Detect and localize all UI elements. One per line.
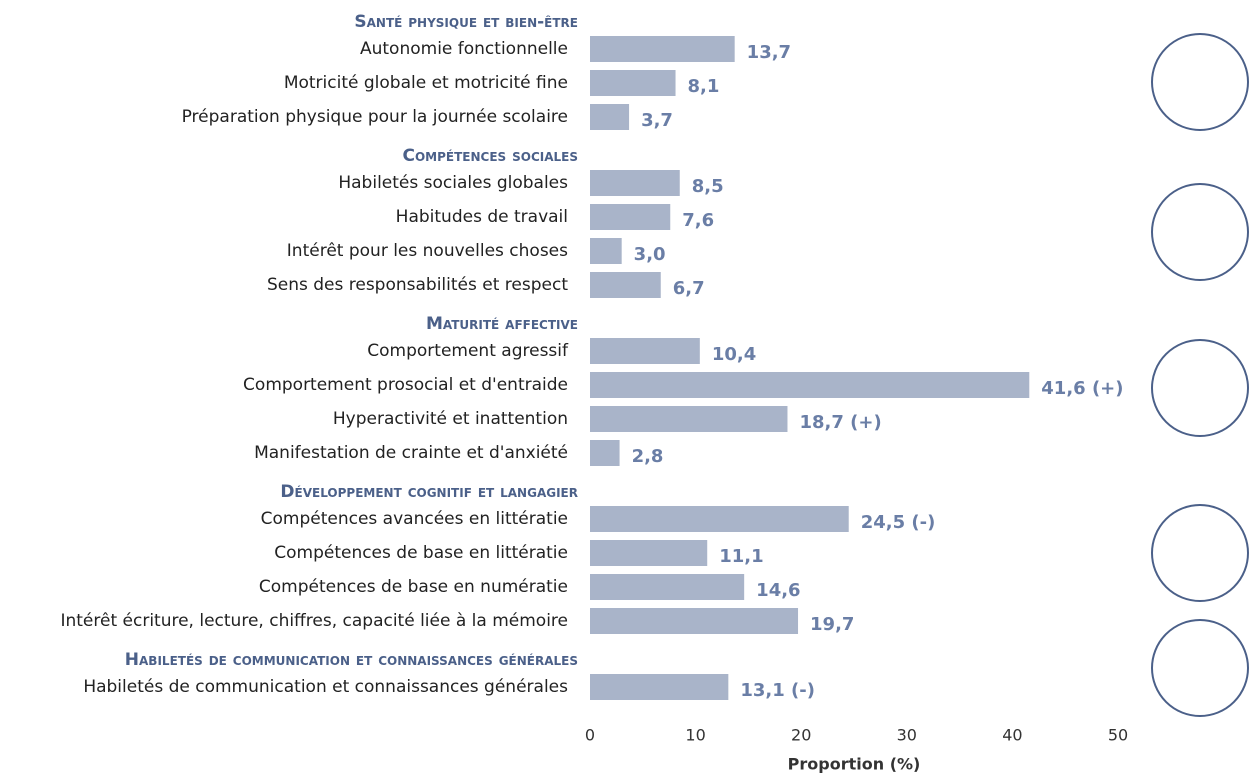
chart: Proportion (%) 0 10 20 30 40 50 Santé physique… [0, 0, 1253, 776]
x-tick-label: 0 [585, 726, 595, 745]
x-tick-label: 30 [897, 726, 917, 745]
category-label: Hyperactivité et inattention [333, 409, 568, 429]
category-label: Intérêt écriture, lecture, chiffres, cap… [60, 611, 568, 631]
x-tick-label: 40 [1002, 726, 1022, 745]
value-label: 41,6 (+) [1041, 378, 1123, 399]
value-label: 8,1 [688, 76, 720, 97]
bar [590, 238, 622, 264]
bar [590, 574, 744, 600]
group-header: Compétences sociales [403, 146, 579, 166]
value-label: 10,4 [712, 344, 756, 365]
bar [590, 272, 661, 298]
x-tick-label: 10 [685, 726, 705, 745]
bar [590, 338, 700, 364]
category-label: Motricité globale et motricité fine [284, 73, 568, 93]
value-label: 19,7 [810, 614, 854, 635]
value-label: 8,5 [692, 176, 724, 197]
value-label: 18,7 (+) [799, 412, 881, 433]
value-label: 13,1 (-) [740, 680, 815, 701]
x-axis-title: Proportion (%) [788, 755, 921, 774]
bar [590, 440, 620, 466]
bar [590, 540, 707, 566]
value-label: 7,6 [682, 210, 714, 231]
group-header: Maturité affective [426, 314, 578, 334]
value-label: 2,8 [632, 446, 664, 467]
x-tick-label: 20 [791, 726, 811, 745]
category-label: Compétences avancées en littératie [261, 509, 568, 529]
icon-social [1152, 184, 1248, 280]
value-label: 6,7 [673, 278, 705, 299]
category-label: Habitudes de travail [396, 207, 568, 227]
category-label: Préparation physique pour la journée sco… [182, 107, 568, 127]
group-header: Habiletés de communication et connaissan… [125, 650, 578, 670]
category-label: Autonomie fonctionnelle [360, 39, 568, 59]
category-label: Comportement agressif [367, 341, 569, 361]
category-label: Habiletés sociales globales [338, 173, 568, 193]
category-label: Sens des responsabilités et respect [267, 275, 568, 295]
value-label: 13,7 [747, 42, 791, 63]
icon-communication [1152, 620, 1248, 716]
icon-cognitive [1152, 505, 1248, 601]
x-tick-label: 50 [1108, 726, 1128, 745]
group-header: Santé physique et bien-être [354, 12, 578, 32]
bar [590, 170, 680, 196]
bar [590, 674, 728, 700]
bar [590, 506, 849, 532]
category-label: Habiletés de communication et connaissan… [83, 677, 568, 697]
category-label: Manifestation de crainte et d'anxiété [254, 443, 568, 463]
category-label: Comportement prosocial et d'entraide [243, 375, 568, 395]
category-label: Compétences de base en littératie [274, 543, 568, 563]
icons [1152, 34, 1248, 716]
value-label: 3,0 [634, 244, 666, 265]
value-label: 14,6 [756, 580, 800, 601]
icon-physical [1152, 34, 1248, 130]
bar [590, 36, 735, 62]
value-label: 24,5 (-) [861, 512, 936, 533]
value-label: 3,7 [641, 110, 673, 131]
bar [590, 104, 629, 130]
bar [590, 70, 676, 96]
bar [590, 372, 1029, 398]
category-label: Intérêt pour les nouvelles choses [287, 241, 568, 261]
icon-emotional [1152, 340, 1248, 436]
bar [590, 608, 798, 634]
bar [590, 406, 787, 432]
category-label: Compétences de base en numératie [259, 577, 568, 597]
value-label: 11,1 [719, 546, 763, 567]
bar [590, 204, 670, 230]
group-header: Développement cognitif et langagier [280, 482, 578, 502]
